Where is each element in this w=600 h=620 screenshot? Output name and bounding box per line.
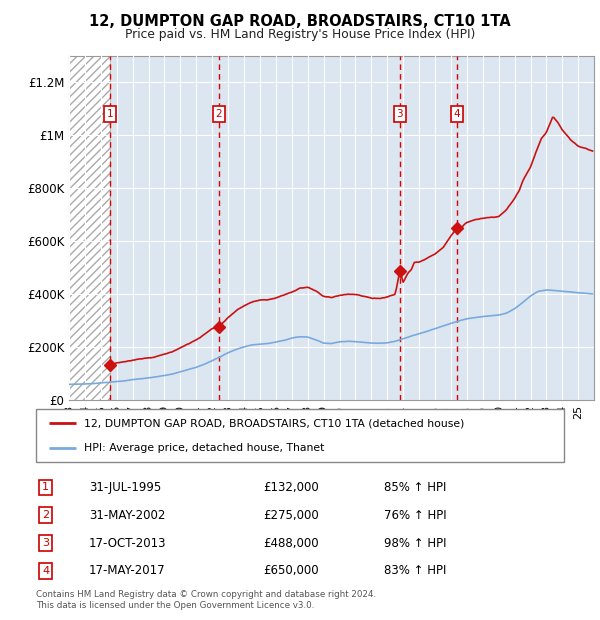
Text: 98% ↑ HPI: 98% ↑ HPI <box>385 536 447 549</box>
Text: 2: 2 <box>42 510 49 520</box>
Text: 83% ↑ HPI: 83% ↑ HPI <box>385 564 447 577</box>
Text: 2: 2 <box>215 109 222 119</box>
Text: Contains HM Land Registry data © Crown copyright and database right 2024.
This d: Contains HM Land Registry data © Crown c… <box>36 590 376 609</box>
Text: 1: 1 <box>107 109 113 119</box>
Text: £488,000: £488,000 <box>263 536 319 549</box>
Text: HPI: Average price, detached house, Thanet: HPI: Average price, detached house, Than… <box>83 443 324 453</box>
Text: 31-MAY-2002: 31-MAY-2002 <box>89 509 165 522</box>
Text: 31-JUL-1995: 31-JUL-1995 <box>89 481 161 494</box>
Text: 17-OCT-2013: 17-OCT-2013 <box>89 536 166 549</box>
Text: 1: 1 <box>42 482 49 492</box>
Text: 3: 3 <box>397 109 403 119</box>
Text: £132,000: £132,000 <box>263 481 319 494</box>
Bar <box>69 56 110 400</box>
Text: 17-MAY-2017: 17-MAY-2017 <box>89 564 166 577</box>
Text: 3: 3 <box>42 538 49 548</box>
Text: 12, DUMPTON GAP ROAD, BROADSTAIRS, CT10 1TA: 12, DUMPTON GAP ROAD, BROADSTAIRS, CT10 … <box>89 14 511 29</box>
Text: 4: 4 <box>42 566 49 576</box>
Text: 4: 4 <box>454 109 460 119</box>
Text: 12, DUMPTON GAP ROAD, BROADSTAIRS, CT10 1TA (detached house): 12, DUMPTON GAP ROAD, BROADSTAIRS, CT10 … <box>83 418 464 428</box>
Text: 76% ↑ HPI: 76% ↑ HPI <box>385 509 447 522</box>
Text: £650,000: £650,000 <box>263 564 319 577</box>
Text: Price paid vs. HM Land Registry's House Price Index (HPI): Price paid vs. HM Land Registry's House … <box>125 28 475 41</box>
Text: 85% ↑ HPI: 85% ↑ HPI <box>385 481 447 494</box>
Text: £275,000: £275,000 <box>263 509 319 522</box>
